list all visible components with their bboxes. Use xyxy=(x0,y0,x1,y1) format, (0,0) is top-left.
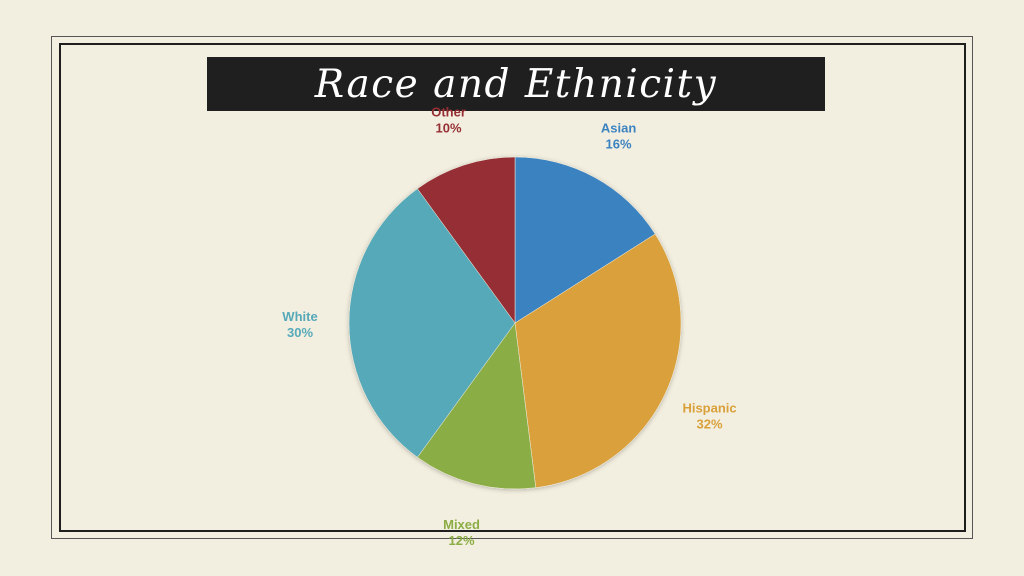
slice-label-mixed: Mixed xyxy=(443,517,480,532)
slice-label-asian: Asian xyxy=(601,121,636,136)
slice-label-hispanic: Hispanic xyxy=(682,401,736,416)
slice-label-white: White xyxy=(282,309,317,324)
chart-title: Race and Ethnicity xyxy=(314,61,718,107)
slice-value-white: 30% xyxy=(287,325,313,340)
pie-slice-white xyxy=(348,188,516,458)
inner-frame xyxy=(59,43,966,532)
pie-slice-hispanic xyxy=(514,233,682,488)
slice-value-other: 10% xyxy=(436,121,462,136)
slice-value-asian: 16% xyxy=(606,137,632,152)
slice-label-other: Other xyxy=(431,105,466,120)
pie-slice-mixed xyxy=(417,322,537,490)
slice-value-mixed: 12% xyxy=(449,533,475,548)
title-bar: Race and Ethnicity xyxy=(207,57,825,111)
slice-value-hispanic: 32% xyxy=(697,417,723,432)
pie-slice-other xyxy=(417,156,516,324)
pie-slice-asian xyxy=(514,156,656,324)
outer-frame xyxy=(51,36,973,539)
